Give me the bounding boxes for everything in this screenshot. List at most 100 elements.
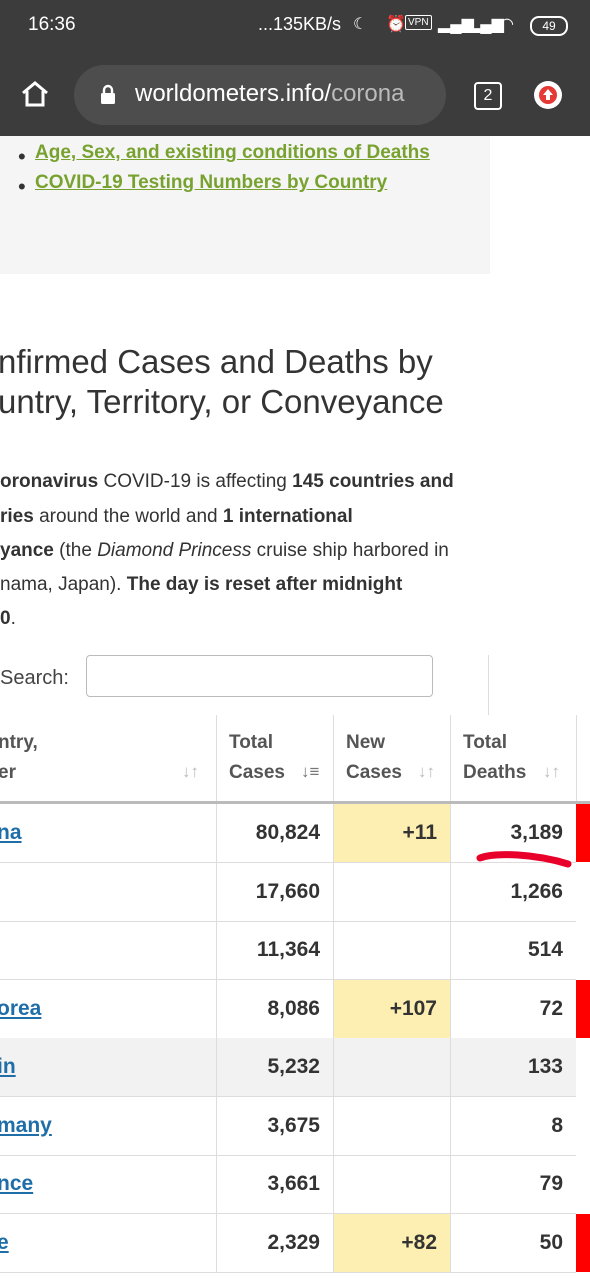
total-cases-cell: 2,329 [216,1213,333,1272]
table-row: e 2,329 +82 50 [0,1213,590,1273]
new-deaths-cell [576,979,590,1038]
url-path: corona [331,80,405,107]
total-cases-cell: 11,364 [216,921,333,979]
sort-icon[interactable]: ↓↑ [418,762,435,781]
related-links-box [0,136,490,274]
url-domain: worldometers.info/ [135,80,332,107]
total-deaths-cell: 1,266 [450,862,576,921]
table-row: na 80,824 +11 3,189 [0,804,590,863]
new-deaths-cell [576,1213,590,1272]
sort-icon[interactable]: ↓↑ [543,762,560,781]
url-text[interactable]: worldometers.info/corona [135,80,404,108]
intro-line-1: oronavirus COVID-19 is affecting 145 cou… [0,471,454,493]
text: nama, Japan). [0,574,127,595]
url-bar[interactable] [74,65,446,125]
new-cases-cell: +107 [333,979,450,1038]
col-header-total-deaths[interactable]: Total Deaths ↓↑ [450,715,576,803]
update-icon[interactable] [534,81,562,109]
heading-line-2: untry, Territory, or Conveyance [0,383,444,420]
search-label: Search: [0,667,69,689]
new-cases-cell [333,1155,450,1213]
heading-line-1: nfirmed Cases and Deaths by [0,343,433,380]
header-label: er [0,762,16,783]
col-header-total-cases[interactable]: Total Cases ↓≡ [216,715,333,803]
total-deaths-cell: 72 [450,979,576,1038]
text-italic: Diamond Princess [97,540,252,561]
wifi-icon: ◠ [500,16,514,33]
col-header-new-deaths[interactable] [576,715,590,803]
total-cases-cell: 3,675 [216,1096,333,1155]
table-row: many 3,675 8 [0,1096,576,1156]
alarm-icon: ⏰ [386,16,406,33]
total-deaths-cell: 514 [450,921,576,979]
country-link[interactable]: orea [0,996,42,1020]
table-row: nce 3,661 79 [0,1155,576,1214]
country-link[interactable]: e [0,1230,9,1254]
header-label: Cases [229,762,285,783]
header-label: Total [229,732,273,753]
total-cases-cell: 80,824 [216,804,333,862]
battery-icon: 49 [530,16,568,36]
status-time: 16:36 [28,14,76,35]
text: . [10,608,16,629]
link-testing-numbers[interactable]: COVID-19 Testing Numbers by Country [35,172,388,193]
country-link[interactable]: in [0,1055,16,1078]
table-row: orea 8,086 +107 72 [0,979,590,1039]
text-bold: 0 [0,608,11,629]
total-deaths-cell: 8 [450,1096,576,1155]
col-header-country[interactable]: ntry, er ↓↑ [0,715,216,803]
header-divider [0,801,590,804]
new-cases-cell: +11 [333,804,450,862]
country-link[interactable]: many [0,1113,52,1137]
total-deaths-cell: 133 [450,1038,576,1096]
vpn-icon: VPN [405,15,432,30]
col-header-new-cases[interactable]: New Cases ↓↑ [333,715,450,803]
header-label: ntry, [0,732,38,753]
text-bold: yance [0,540,54,561]
intro-line-2: ries around the world and 1 internationa… [0,506,353,528]
total-deaths-cell: 3,189 [450,804,576,862]
header-label: Cases [346,762,402,783]
total-deaths-cell: 79 [450,1155,576,1213]
table-row: 17,660 1,266 [0,862,576,922]
sort-desc-icon[interactable]: ↓≡ [301,762,320,781]
text-bold: The day is reset after midnight [126,574,403,595]
new-cases-cell [333,862,450,921]
country-link[interactable]: na [0,821,22,844]
lock-icon [101,84,115,104]
new-cases-cell: +82 [333,1213,450,1272]
total-cases-cell: 3,661 [216,1155,333,1213]
link-deaths-demographics[interactable]: Age, Sex, and existing conditions of Dea… [35,142,430,163]
status-net-speed: ...135KB/s [258,14,342,34]
new-cases-cell [333,921,450,979]
total-cases-cell: 17,660 [216,862,333,921]
text-bold: ries [0,506,34,527]
intro-line-4: nama, Japan). The day is reset after mid… [0,574,402,596]
country-link[interactable]: nce [0,1172,34,1195]
header-label: Deaths [463,762,527,783]
table-row: in 5,232 133 [0,1038,576,1097]
total-cases-cell: 8,086 [216,979,333,1038]
text: COVID-19 is affecting [98,471,293,492]
signal-icon: ▂▄▆ [438,16,474,33]
tab-switcher-button[interactable]: 2 [474,82,502,110]
red-annotation-scribble [476,851,572,868]
text-bold: 145 countries and [292,471,454,492]
bullet-icon: • [18,174,26,199]
home-icon[interactable] [20,80,50,108]
text: around the world and [33,506,223,527]
text-bold: 1 international [222,506,353,527]
sort-icon[interactable]: ↓↑ [182,762,199,781]
intro-line-3: yance (the Diamond Princess cruise ship … [0,540,449,562]
new-cases-cell [333,1096,450,1155]
text: (the [53,540,98,561]
new-cases-cell [333,1038,450,1096]
header-label: Total [463,732,507,753]
total-cases-cell: 5,232 [216,1038,333,1096]
text: cruise ship harbored in [251,540,449,561]
signal-hd-icon: ▂▄▆ [468,16,504,33]
header-label: New [346,732,386,753]
search-input[interactable] [86,655,433,697]
bullet-icon: • [18,144,26,169]
total-deaths-cell: 50 [450,1213,576,1272]
